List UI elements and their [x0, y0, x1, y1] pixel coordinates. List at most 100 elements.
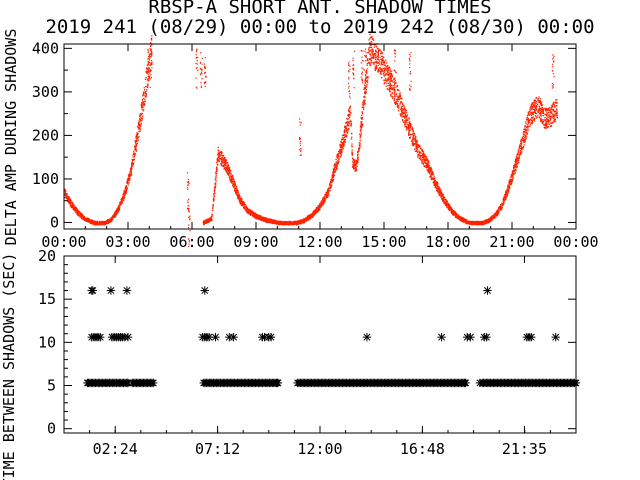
delta-amp-point [138, 130, 140, 133]
delta-amp-point [368, 50, 370, 53]
delta-amp-point [335, 169, 337, 171]
delta-amp-point [346, 118, 349, 120]
delta-amp-point [115, 210, 117, 212]
delta-amp-point [127, 184, 129, 186]
delta-amp-point [485, 219, 488, 221]
delta-amp-point [413, 139, 415, 141]
delta-amp-point [341, 147, 343, 149]
delta-amp-point [263, 219, 265, 221]
delta-amp-point [253, 212, 256, 214]
delta-amp-point [528, 110, 531, 113]
delta-amp-point [438, 191, 440, 193]
delta-amp-point [390, 73, 392, 76]
delta-amp-point [437, 183, 439, 185]
delta-amp-point [241, 201, 243, 203]
delta-amp-point [208, 221, 210, 223]
delta-amp-point [394, 101, 396, 103]
delta-amp-point [95, 221, 97, 223]
delta-amp-point [144, 98, 146, 100]
delta-amp-point [347, 110, 350, 112]
delta-amp-point [392, 81, 394, 83]
delta-amp-point [446, 200, 448, 202]
delta-amp-point [444, 202, 446, 205]
delta-amp-point [150, 63, 152, 65]
delta-amp-point [372, 57, 374, 59]
delta-amp-point [496, 209, 498, 211]
delta-amp-point [397, 100, 399, 103]
delta-amp-point [273, 222, 275, 225]
delta-amp-point [459, 219, 461, 221]
delta-amp-point [498, 205, 501, 208]
delta-amp-point [239, 196, 241, 198]
delta-amp-point [361, 114, 363, 116]
delta-amp-point [442, 199, 444, 201]
delta-amp-point [295, 222, 297, 224]
delta-amp-point [493, 216, 495, 218]
delta-amp-point [131, 162, 133, 164]
delta-amp-point [377, 57, 379, 59]
delta-amp-point [127, 181, 129, 184]
delta-amp-point [479, 221, 481, 223]
delta-amp-point [351, 149, 353, 151]
delta-amp-point [519, 153, 521, 155]
delta-amp-point [512, 170, 514, 172]
delta-amp-point [118, 208, 120, 210]
delta-amp-point [123, 195, 125, 197]
delta-amp-point [285, 221, 288, 223]
delta-amp-point [400, 95, 402, 97]
delta-amp-point [416, 143, 418, 145]
delta-amp-point [386, 88, 388, 90]
delta-amp-point [370, 61, 373, 64]
delta-amp-point [405, 121, 407, 123]
delta-amp-point [131, 163, 133, 165]
delta-amp-point [141, 118, 143, 120]
delta-amp-point [460, 219, 462, 221]
delta-amp-point [336, 167, 338, 169]
delta-amp-point [503, 198, 505, 201]
delta-amp-point [527, 121, 529, 123]
delta-amp-point [210, 218, 212, 220]
delta-amp-point [149, 45, 152, 48]
delta-amp-point [523, 128, 525, 130]
delta-amp-point [364, 86, 367, 88]
delta-amp-point [68, 200, 70, 202]
delta-amp-point [208, 218, 210, 220]
delta-amp-point [422, 152, 424, 154]
delta-amp-point [203, 221, 205, 223]
delta-amp-point [513, 168, 515, 170]
delta-amp-point [307, 216, 309, 218]
delta-amp-point [416, 146, 419, 148]
delta-amp-point [68, 200, 71, 203]
delta-amp-point [250, 211, 253, 213]
delta-amp-point [130, 171, 132, 173]
delta-amp-point [324, 195, 326, 197]
delta-amp-point [520, 143, 523, 145]
delta-amp-point [450, 208, 452, 211]
delta-amp-point [369, 53, 371, 55]
delta-amp-point [145, 71, 148, 73]
delta-amp-point [331, 179, 333, 181]
delta-amp-point [426, 159, 428, 161]
delta-amp-point [363, 92, 366, 94]
delta-amp-point [431, 174, 433, 176]
delta-amp-point [404, 109, 406, 111]
delta-amp-point [342, 137, 345, 139]
delta-amp-point [313, 209, 315, 211]
delta-amp-point [391, 80, 394, 82]
delta-amp-point [122, 193, 124, 196]
delta-amp-point [392, 97, 394, 99]
delta-amp-point [253, 214, 255, 217]
delta-amp-point [254, 212, 256, 215]
delta-amp-point [426, 164, 428, 166]
delta-amp-point [364, 90, 366, 92]
delta-amp-point [403, 112, 405, 114]
delta-amp-point [412, 130, 414, 133]
delta-amp-point [273, 221, 275, 224]
delta-amp-point [97, 222, 99, 224]
delta-amp-point [388, 67, 391, 69]
delta-amp-point [145, 96, 147, 98]
delta-amp-point [404, 126, 406, 128]
delta-amp-point [224, 162, 226, 165]
delta-amp-point [76, 209, 78, 211]
delta-amp-point [67, 196, 69, 199]
